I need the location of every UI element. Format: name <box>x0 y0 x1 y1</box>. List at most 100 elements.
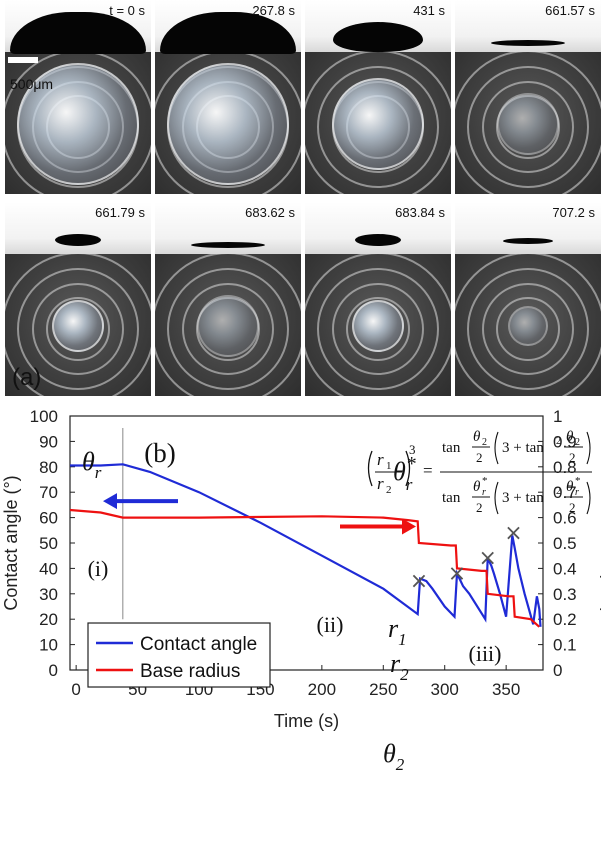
substrate-ring <box>455 50 601 194</box>
denominator-half-denominator: 2 <box>476 500 483 515</box>
theta-r-label: θr <box>82 447 102 482</box>
series-line-base-radius <box>69 508 541 628</box>
y-left-tick-label: 90 <box>39 432 58 451</box>
substrate-ring <box>46 297 110 361</box>
photo-panel: 267.8 s <box>155 0 301 194</box>
equals-sign: = <box>423 461 433 480</box>
numerator-theta: θ <box>473 429 481 445</box>
region-label: (i) <box>88 556 109 581</box>
theta-r-star-label: θ* r <box>393 453 416 494</box>
y-right-tick-label: 0.5 <box>553 534 577 553</box>
substrate-ring <box>467 268 589 390</box>
r1-label: r1 <box>388 614 407 649</box>
lhs-exponent: 3 <box>409 442 416 457</box>
legend-label: Base radius <box>140 661 240 682</box>
panel-label-a: (a) <box>12 364 42 391</box>
frame-time: 683.84 s <box>395 205 445 220</box>
photo-panel: 661.57 s <box>455 0 601 194</box>
droplet-top-view <box>508 306 548 346</box>
numerator-square: 2 <box>556 436 561 447</box>
side-view-background <box>455 202 601 254</box>
denominator-inner-half-denominator: 2 <box>569 500 576 515</box>
scale-label: 500μm <box>10 76 54 92</box>
arrow-head <box>103 493 117 510</box>
left-axis-arrow <box>103 493 178 510</box>
photo-panel: 431 s <box>305 0 451 194</box>
lhs-denominator: r <box>377 474 384 493</box>
y-right-tick-label: 0.3 <box>553 585 577 604</box>
denominator-inner-theta-sub: r <box>575 487 579 498</box>
y-right-tick-label: 0.4 <box>553 559 577 578</box>
drop-jump-marker: × <box>504 521 522 546</box>
x-tick-label: 0 <box>71 680 80 699</box>
substrate-ring <box>182 283 274 375</box>
substrate-ring <box>17 268 139 390</box>
numerator-theta-sub: 2 <box>482 437 487 448</box>
numerator-inner-half-denominator: 2 <box>569 450 576 465</box>
x-tick-label: 300 <box>431 680 459 699</box>
denominator-theta-star: * <box>482 475 488 487</box>
scale-bar <box>8 57 38 63</box>
substrate-ring <box>455 252 601 396</box>
arrow-head <box>402 518 416 535</box>
region-label: (iii) <box>469 641 502 666</box>
lhs-numerator: r <box>377 450 384 469</box>
drop-jump-marker: × <box>478 546 496 571</box>
droplet-side-profile <box>491 40 565 46</box>
drop-jump-marker: × <box>410 569 428 594</box>
substrate-ring <box>155 252 301 396</box>
lhs-paren-left <box>367 450 373 487</box>
x-axis-title: Time (s) <box>274 711 339 731</box>
y-left-tick-label: 80 <box>39 458 58 477</box>
denominator-paren-right <box>586 481 591 515</box>
theta-2-label: θ2 <box>383 739 405 774</box>
substrate-ring <box>5 252 151 396</box>
droplet-top-view <box>352 300 404 352</box>
substrate-ring <box>346 297 410 361</box>
droplet-top-view <box>332 78 424 170</box>
frame-time: 661.57 s <box>545 3 595 18</box>
frame-time: 707.2 s <box>552 205 595 220</box>
denominator-square: 2 <box>556 486 561 497</box>
photo-panel: t = 0 s <box>5 0 151 194</box>
denominator-three-plus-tan: 3 + tan <box>502 490 544 506</box>
photo-panel: 707.2 s <box>455 202 601 396</box>
frame-time: t = 0 s <box>109 3 145 18</box>
numerator-inner-theta: θ <box>566 429 574 445</box>
droplet-side-profile <box>355 234 401 246</box>
y-left-tick-label: 0 <box>49 661 58 680</box>
substrate-ring <box>317 268 439 390</box>
y-left-tick-label: 50 <box>39 534 58 553</box>
droplet-side-profile <box>503 238 553 244</box>
numerator-three-plus-tan: 3 + tan <box>502 440 544 456</box>
substrate-ring <box>317 66 439 188</box>
region-label: (ii) <box>317 612 344 637</box>
frame-time: 267.8 s <box>252 3 295 18</box>
x-tick-label: 250 <box>369 680 397 699</box>
x-tick-label: 200 <box>308 680 336 699</box>
numerator-paren-left <box>494 431 499 465</box>
lhs-paren-right <box>405 450 411 487</box>
denominator-theta: θ <box>473 479 481 495</box>
substrate-ring <box>332 283 424 375</box>
numerator-inner-theta-sub: 2 <box>575 437 580 448</box>
droplet-top-view <box>497 93 559 155</box>
y-left-tick-label: 10 <box>39 636 58 655</box>
drop-jump-marker: × <box>448 561 466 586</box>
substrate-ring <box>467 66 589 188</box>
legend-label: Contact angle <box>140 634 257 655</box>
numerator-half-denominator: 2 <box>476 450 483 465</box>
x-tick-label: 350 <box>492 680 520 699</box>
y-right-tick-label: 0 <box>553 661 562 680</box>
y-left-tick-label: 100 <box>30 407 58 426</box>
substrate-ring <box>482 81 574 173</box>
y-right-tick-label: 1 <box>553 407 562 426</box>
photo-panel: 683.62 s <box>155 202 301 396</box>
legend-box <box>87 622 271 688</box>
numerator-paren-right <box>586 431 591 465</box>
substrate-ring <box>482 283 574 375</box>
lhs-numerator-sub: 1 <box>386 460 392 472</box>
droplet-side-profile <box>333 22 423 52</box>
y-right-tick-label: 0.6 <box>553 509 577 528</box>
